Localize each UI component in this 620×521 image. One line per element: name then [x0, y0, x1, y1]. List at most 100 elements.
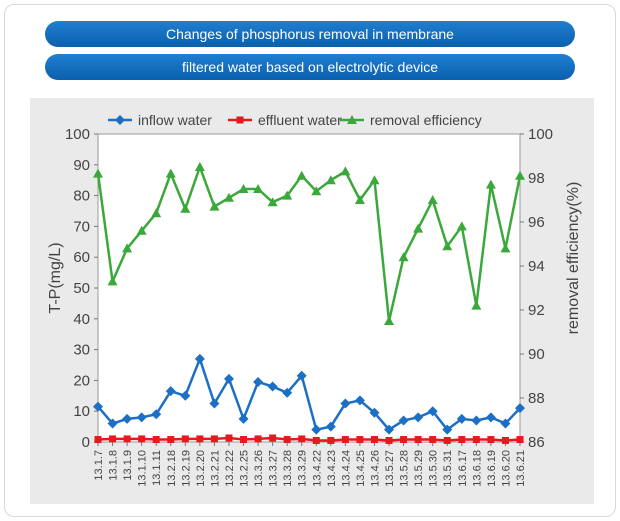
y-tick-label: 100	[65, 126, 90, 143]
point-effluent-water	[94, 436, 102, 444]
point-inflow-water	[413, 412, 424, 423]
point-inflow-water	[384, 424, 395, 435]
x-tick-label: 13.1.9	[122, 450, 134, 481]
point-effluent-water	[298, 435, 306, 443]
series-effluent-water	[94, 434, 524, 444]
series-line-removal-efficiency	[96, 163, 522, 322]
point-effluent-water	[516, 436, 524, 444]
y-tick-label: 90	[73, 157, 90, 174]
point-effluent-water	[210, 435, 218, 443]
y-tick-label: 50	[73, 280, 90, 297]
point-removal-efficiency	[311, 186, 322, 196]
x-tick-label: 13.3.28	[282, 450, 294, 487]
point-inflow-water	[471, 415, 482, 426]
x-tick-label: 13.5.27	[384, 450, 396, 487]
point-inflow-water	[340, 398, 351, 409]
point-effluent-water	[341, 436, 349, 444]
x-tick-label: 13.1.10	[137, 450, 149, 487]
point-inflow-water	[398, 415, 409, 426]
point-effluent-water	[327, 436, 335, 444]
y2-tick-label: 94	[528, 258, 545, 275]
point-effluent-water	[181, 435, 189, 443]
y-tick-label: 0	[82, 434, 90, 451]
point-inflow-water	[238, 413, 249, 424]
y2-tick-label: 100	[528, 126, 553, 143]
point-effluent-water	[152, 436, 160, 444]
y-tick-label: 70	[73, 218, 90, 235]
y-axis-title: T-P(mg/L)	[47, 242, 64, 313]
title-line-2: filtered water based on electrolytic dev…	[45, 54, 575, 80]
point-removal-efficiency	[151, 208, 162, 218]
y2-tick-label: 86	[528, 434, 545, 451]
x-tick-label: 13.1.7	[93, 450, 105, 481]
x-tick-label: 13.3.27	[268, 450, 280, 487]
point-inflow-water	[296, 370, 307, 381]
point-removal-efficiency	[93, 168, 103, 178]
point-removal-efficiency	[515, 170, 525, 180]
title-line-1: Changes of phosphorus removal in membran…	[45, 21, 575, 47]
point-removal-efficiency	[471, 300, 482, 310]
point-inflow-water	[282, 387, 293, 398]
x-tick-label: 13.5.28	[399, 450, 411, 487]
point-inflow-water	[427, 406, 438, 417]
y-tick-label: 30	[73, 342, 90, 359]
point-removal-efficiency	[456, 221, 467, 231]
point-inflow-water	[194, 353, 205, 364]
point-removal-efficiency	[369, 175, 380, 185]
point-inflow-water	[107, 418, 118, 429]
point-removal-efficiency	[413, 223, 424, 233]
point-inflow-water	[500, 418, 511, 429]
x-tick-label: 13.5.31	[442, 450, 454, 487]
point-effluent-water	[487, 436, 495, 444]
x-tick-label: 13.1.11	[151, 450, 163, 486]
point-effluent-water	[501, 436, 509, 444]
x-tick-label: 13.3.26	[253, 450, 265, 487]
point-removal-efficiency	[267, 197, 278, 207]
x-tick-label: 13.5.30	[428, 450, 440, 487]
x-tick-label: 13.4.24	[340, 450, 352, 487]
point-effluent-water	[472, 436, 480, 444]
point-removal-efficiency	[238, 184, 249, 193]
point-inflow-water	[151, 409, 162, 420]
x-tick-label: 13.2.20	[195, 450, 207, 487]
point-effluent-water	[400, 436, 408, 444]
point-removal-efficiency	[296, 170, 307, 180]
point-removal-efficiency	[427, 195, 438, 204]
y-tick-label: 20	[73, 372, 90, 389]
legend-marker-effluent-water	[236, 116, 244, 124]
point-inflow-water	[354, 395, 365, 406]
point-effluent-water	[269, 434, 277, 442]
legend-label-removal-efficiency: removal efficiency	[370, 112, 482, 128]
series-inflow-water	[93, 353, 525, 435]
point-inflow-water	[136, 412, 147, 423]
point-removal-efficiency	[340, 166, 351, 176]
point-effluent-water	[443, 436, 451, 444]
point-removal-efficiency	[442, 241, 453, 251]
x-tick-label: 13.4.25	[355, 450, 367, 487]
point-inflow-water	[165, 386, 176, 397]
point-removal-efficiency	[223, 192, 234, 202]
point-inflow-water	[267, 381, 278, 392]
point-effluent-water	[356, 436, 364, 444]
point-removal-efficiency	[165, 168, 176, 178]
legend-marker-inflow-water	[115, 115, 125, 125]
plot-area	[97, 133, 521, 443]
x-tick-label: 13.4.22	[311, 450, 323, 487]
x-tick-label: 13.4.26	[369, 450, 381, 487]
point-effluent-water	[138, 435, 146, 443]
point-inflow-water	[325, 421, 336, 432]
point-removal-efficiency	[209, 201, 220, 211]
point-effluent-water	[458, 436, 466, 444]
point-effluent-water	[414, 436, 422, 444]
point-effluent-water	[283, 436, 291, 444]
point-removal-efficiency	[500, 243, 511, 253]
point-removal-efficiency	[136, 225, 147, 235]
point-effluent-water	[385, 436, 393, 444]
point-inflow-water	[311, 424, 322, 435]
y2-axis-title: removal efficiency(%)	[565, 182, 582, 335]
series-removal-efficiency	[93, 162, 525, 325]
x-tick-label: 13.6.20	[500, 450, 512, 487]
point-effluent-water	[254, 435, 262, 443]
point-inflow-water	[442, 424, 453, 435]
legend-label-effluent-water: effluent water	[258, 112, 342, 128]
